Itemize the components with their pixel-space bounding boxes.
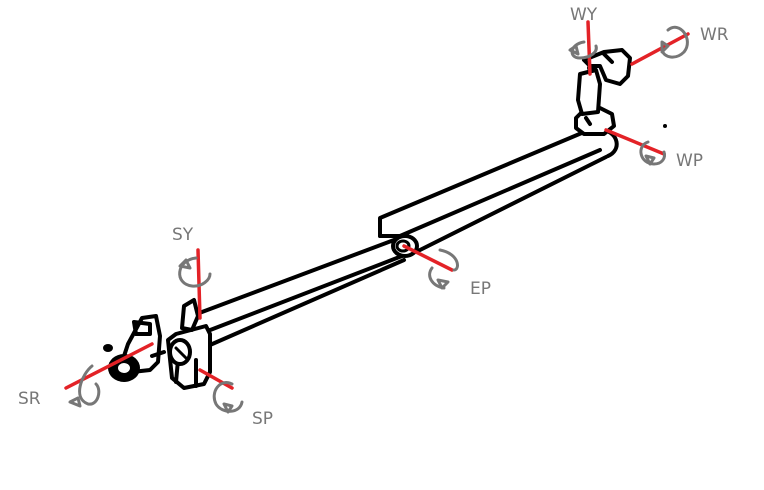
- wrist-yaw-rotation-icon: [568, 40, 598, 60]
- wrist-assembly: [574, 48, 667, 136]
- shoulder-yaw-label: SY: [172, 225, 194, 245]
- forearm-link: [378, 125, 619, 254]
- shoulder-pitch-housing: [166, 298, 212, 390]
- wrist-roll-label: WR: [700, 25, 729, 45]
- arm-structure: [103, 48, 667, 390]
- elbow-pitch-label: EP: [470, 279, 491, 299]
- wrist-pitch-rotation-icon: [639, 140, 666, 166]
- wrist-yaw-label: WY: [570, 5, 598, 25]
- shoulder-roll-rotation-icon: [68, 364, 101, 408]
- wrist-roll-axis: [630, 32, 690, 66]
- joint-labels: SR SY SP EP WP WY WR: [18, 5, 729, 429]
- shoulder-pitch-label: SP: [252, 409, 273, 429]
- shoulder-pitch-axis: [198, 368, 234, 390]
- wrist-yaw-axis: [586, 20, 592, 76]
- upper-arm-link: [184, 238, 406, 347]
- shoulder-yaw-rotation-icon: [178, 256, 212, 288]
- elbow-pitch-axis: [402, 244, 454, 272]
- shoulder-pitch-rotation-icon: [212, 381, 244, 414]
- shoulder-roll-housing: [103, 314, 166, 382]
- wrist-pitch-label: WP: [676, 151, 703, 171]
- wrist-roll-rotation-icon: [660, 26, 689, 59]
- elbow-pitch-rotation-icon: [428, 248, 459, 290]
- shoulder-roll-label: SR: [18, 389, 41, 409]
- rotation-arrows: [68, 26, 689, 414]
- wrist-pitch-axis: [604, 128, 666, 156]
